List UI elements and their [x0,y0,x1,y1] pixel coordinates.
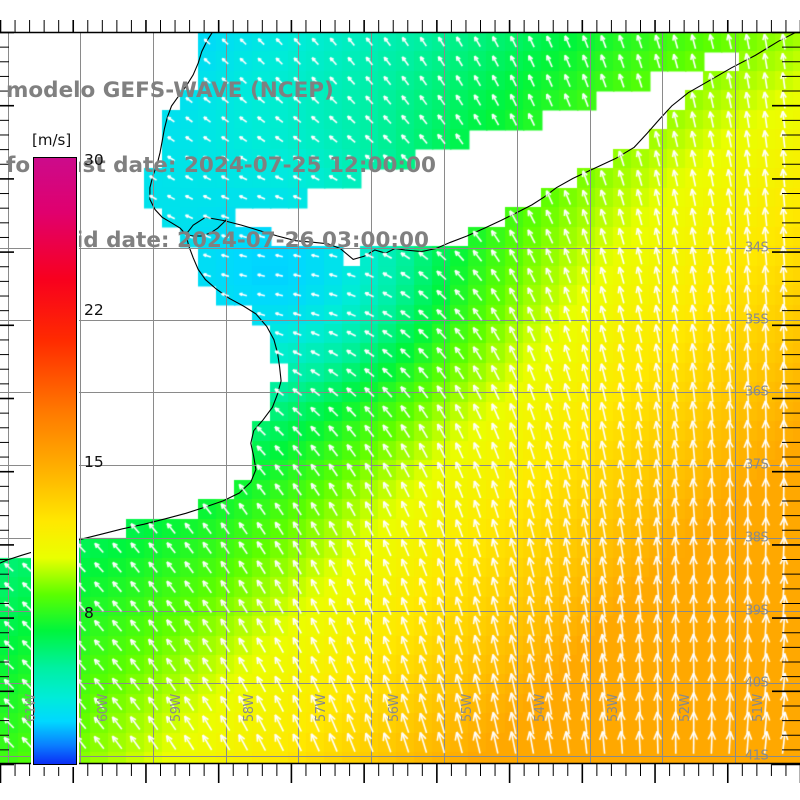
lon-label-61W: 61W [24,694,39,722]
lon-label-52W: 52W [678,694,693,722]
lat-label-38S: 38S [745,530,769,546]
lon-label-53W: 53W [606,694,621,722]
lon-label-58W: 58W [242,694,257,722]
colorbar-tick-15: 15 [84,453,104,471]
lon-label-60W: 60W [96,694,111,722]
colorbar [33,157,77,765]
lat-label-34S: 34S [745,240,769,256]
colorbar-gradient [34,158,76,764]
map-plot-area [0,32,800,764]
lat-label-40S: 40S [745,675,769,691]
lon-label-54W: 54W [533,694,548,722]
colorbar-tick-22: 22 [84,301,104,319]
lon-label-51W: 51W [751,694,766,722]
lon-label-57W: 57W [314,694,329,722]
colorbar-units-label: [m/s] [32,131,72,149]
title-model: modelo GEFS-WAVE (NCEP) [6,78,334,103]
wind-direction-arrows [0,32,800,764]
lat-label-41S: 41S [745,748,769,764]
lon-label-55W: 55W [460,694,475,722]
lon-label-56W: 56W [387,694,402,722]
lat-label-35S: 35S [745,312,769,328]
lat-label-36S: 36S [745,384,769,400]
lat-label-39S: 39S [745,603,769,619]
colorbar-tick-30: 30 [84,151,104,169]
lat-label-37S: 37S [745,457,769,473]
colorbar-tick-8: 8 [84,604,94,622]
lon-label-59W: 59W [169,694,184,722]
figure-title-block: modelo GEFS-WAVE (NCEP) forecast date: 2… [0,28,520,303]
